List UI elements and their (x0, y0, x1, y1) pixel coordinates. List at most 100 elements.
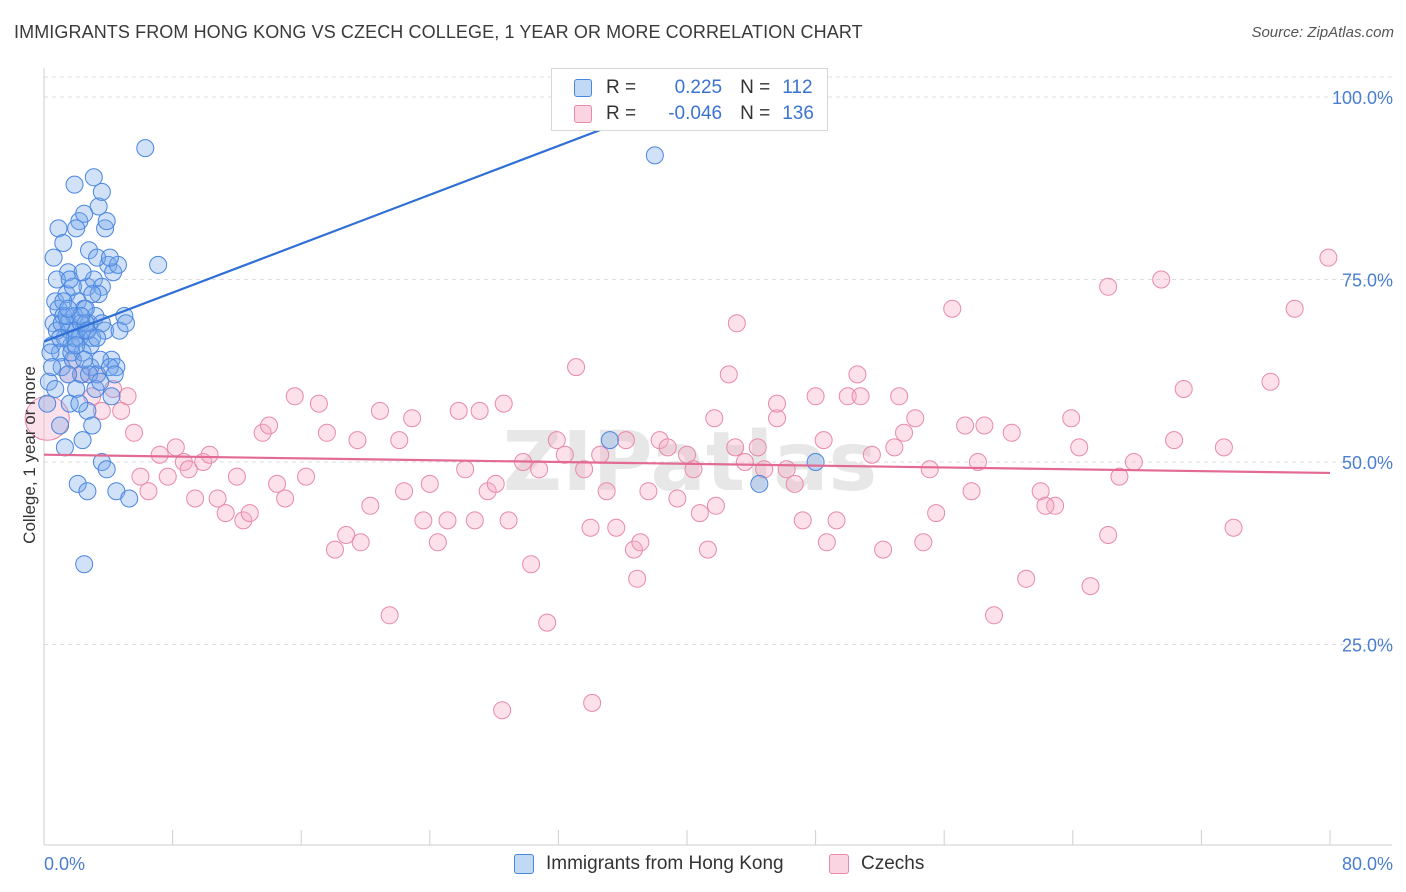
legend-row-hong-kong: R = 0.225 N = 112 (574, 77, 813, 99)
hong-kong-point (92, 182, 111, 201)
czechs-point (547, 431, 566, 450)
czechs-point (658, 438, 677, 457)
hong-kong-point (84, 168, 103, 187)
hong-kong-point (43, 358, 62, 377)
czechs-point (985, 606, 1004, 625)
czechs-point (125, 423, 144, 442)
bottom-legend-czechs: Czechs (829, 853, 924, 875)
hong-kong-point (750, 474, 769, 493)
czechs-point (727, 314, 746, 333)
czechs-point (297, 467, 316, 486)
czechs-point (337, 526, 356, 544)
czechs-point (631, 533, 650, 552)
czechs-point (253, 423, 272, 442)
hong-kong-point (806, 453, 825, 471)
czechs-point (698, 540, 717, 559)
czechs-point (139, 482, 158, 501)
czechs-point (179, 460, 198, 479)
czechs-point (530, 460, 549, 479)
czechs-point (583, 693, 602, 712)
czechs-point (591, 445, 610, 464)
y-tick-label: 25.0% (1342, 636, 1393, 656)
czechs-point (234, 511, 253, 530)
czechs-point (706, 496, 725, 515)
hong-kong-point (67, 380, 86, 398)
czechs-point (914, 533, 933, 552)
trend-lines (43, 95, 1331, 475)
hong-kong-point (47, 270, 66, 289)
bottom-legend: Immigrants from Hong Kong Czechs (0, 851, 1406, 879)
legend-n-label: N = (740, 77, 771, 98)
czechs-point (449, 401, 468, 420)
czechs-point (817, 533, 836, 552)
hong-kong-point (97, 212, 116, 231)
hong-kong-point (75, 350, 94, 369)
hong-kong-point (120, 489, 139, 508)
hong-kong-point (59, 365, 78, 384)
hong-kong-point (59, 263, 78, 282)
x-tick-label: 0.0% (44, 854, 85, 874)
hong-kong-point (136, 139, 155, 158)
czechs-point (260, 416, 279, 435)
czechs-point (1036, 496, 1055, 515)
czechs-point (956, 416, 975, 435)
czechs-point (380, 606, 399, 625)
czechs-point (639, 482, 658, 501)
czechs-point (465, 511, 484, 530)
czechs-point (968, 453, 987, 471)
czechs-point (499, 511, 518, 530)
axes (43, 68, 1392, 846)
legend-r-value: -0.046 (668, 103, 723, 124)
source-note: Source: ZipAtlas.com (1251, 24, 1394, 41)
czechs-point (285, 387, 304, 406)
y-tick-label: 50.0% (1342, 453, 1393, 473)
czechs-point (24, 395, 70, 441)
grid-lines (44, 76, 1392, 645)
czechs-point (827, 511, 846, 530)
hong-kong-point (75, 555, 94, 574)
hong-kong-point (83, 285, 102, 304)
czechs-point (158, 467, 177, 486)
czechs-point (395, 482, 414, 501)
czechs-point (403, 409, 422, 428)
hong-kong-point (44, 248, 63, 267)
czechs-point (1099, 526, 1118, 544)
hong-kong-point (68, 474, 87, 493)
czechs-point (581, 518, 600, 537)
czechs-point (351, 533, 370, 552)
czechs-point (1214, 438, 1233, 457)
czechs-point (1070, 438, 1089, 457)
tick-labels: 25.0% 50.0% 75.0% 100.0% 0.0% 80.0% (44, 88, 1393, 874)
hong-kong-point (645, 146, 664, 165)
czechs-point (150, 445, 169, 464)
czechs-point (862, 445, 881, 464)
czechs-point (438, 511, 457, 530)
czechs-point (927, 504, 946, 523)
bottom-legend-label: Immigrants from Hong Kong (546, 853, 784, 874)
hong-kong-point (57, 307, 76, 325)
hong-kong-point (91, 372, 110, 391)
czechs-point (726, 438, 745, 457)
czechs-point (748, 438, 767, 457)
hong-kong-point (89, 197, 108, 216)
legend-r-value: 0.225 (674, 77, 723, 98)
czechs-point (1062, 409, 1081, 428)
hong-kong-point (81, 358, 100, 377)
czechs-point (624, 540, 643, 559)
hong-kong-trend-line (43, 95, 688, 343)
czechs-point (494, 394, 513, 413)
czechs-point (370, 401, 389, 420)
czechs-point (1002, 423, 1021, 442)
czechs-point (309, 394, 328, 413)
czechs-point (1046, 496, 1065, 515)
czechs-point (1285, 299, 1304, 318)
czechs-point (567, 358, 586, 377)
hong-kong-point (67, 219, 86, 238)
hong-kong-point (38, 394, 57, 413)
czechs-point (851, 387, 870, 406)
czechs-point (470, 401, 489, 420)
czechs-point (414, 511, 433, 530)
czechs-point (575, 460, 594, 479)
czechs-point (1110, 467, 1129, 486)
czechs-point (486, 474, 505, 493)
